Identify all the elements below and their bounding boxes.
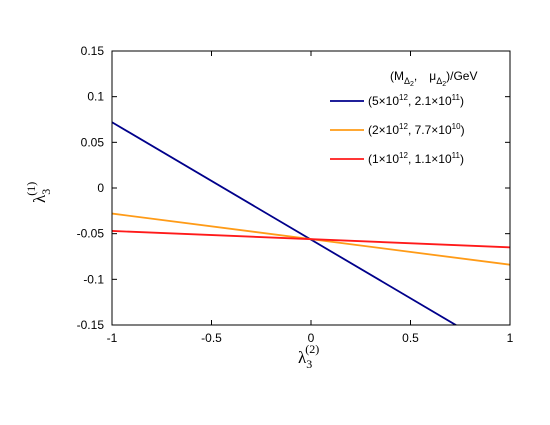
legend-label-part: ) [460, 152, 464, 166]
series-line-3 [112, 230, 510, 249]
y-axis-label-base: λ [30, 194, 49, 203]
y-tick-label: -0.1 [83, 272, 104, 286]
y-tick-label: 0.1 [87, 90, 104, 104]
x-axis-label-base: λ [298, 348, 307, 367]
y-tick-label: 0.05 [81, 135, 105, 149]
legend-label-part: ) [460, 94, 464, 108]
legend-label-part: 12 [399, 122, 408, 131]
legend-title-mu-delta: Δ [436, 76, 442, 86]
legend-title-open: (M [390, 69, 404, 83]
x-tick-label: -0.5 [201, 331, 222, 345]
legend-title-mu-delta-sub: 2 [442, 81, 446, 88]
x-axis-label-sup: (2) [305, 342, 319, 356]
legend-entries: (5×1012, 2.1×1011)(2×1012, 7.7×1010)(1×1… [330, 93, 465, 166]
x-axis: -1 -0.5 0 0.5 1 [107, 51, 514, 345]
x-tick-label: -1 [107, 331, 118, 345]
y-tick-label: 0.15 [81, 44, 105, 58]
plot-frame [111, 50, 511, 326]
legend-title-delta: Δ [404, 76, 410, 86]
legend-label-part: , 1.1×10 [408, 152, 452, 166]
legend-label-part: , 7.7×10 [408, 123, 452, 137]
legend-title-comma: , [414, 69, 417, 83]
legend-title-close: )/GeV [446, 69, 477, 83]
legend-label-part: (2×10 [368, 123, 399, 137]
legend-label-part: ) [461, 123, 465, 137]
y-axis-label: λ3(1) [24, 182, 53, 203]
y-tick-label: -0.15 [77, 318, 105, 332]
y-tick-label: -0.05 [77, 227, 105, 241]
legend-label-1: (5×1012, 2.1×1011) [368, 93, 464, 108]
x-axis-label-sub: 3 [306, 357, 312, 371]
legend-label-2: (2×1012, 7.7×1010) [368, 122, 465, 137]
legend-title: (MΔ2, μΔ2)/GeV [390, 69, 477, 88]
y-tick-label: 0 [97, 181, 104, 195]
legend-label-part: , 2.1×10 [408, 94, 452, 108]
legend-title-mu: μ [429, 69, 436, 83]
legend-label-part: (1×10 [368, 152, 399, 166]
y-axis-label-sup: (1) [24, 182, 38, 196]
legend-label-part: 12 [399, 151, 408, 160]
legend-label-part: (5×10 [368, 94, 399, 108]
x-tick-label: 0.5 [402, 331, 419, 345]
y-axis-label-sub: 3 [39, 189, 53, 195]
series-layer [112, 121, 510, 325]
legend-label-part: 11 [452, 93, 461, 102]
legend-label-part: 11 [452, 151, 461, 160]
x-axis-label: λ3(2) [298, 342, 319, 371]
legend-label-3: (1×1012, 1.1×1011) [368, 151, 464, 166]
y-axis: -0.15 -0.1 -0.05 0 0.05 0.1 0.15 [77, 44, 510, 332]
x-tick-label: 1 [507, 331, 514, 345]
x-tick-label: 0 [308, 331, 315, 345]
legend-title-delta-sub: 2 [410, 81, 414, 88]
legend-label-part: 10 [452, 122, 461, 131]
legend: (MΔ2, μΔ2)/GeV (5×1012, 2.1×1011)(2×1012,… [330, 69, 477, 166]
legend-label-part: 12 [399, 93, 408, 102]
